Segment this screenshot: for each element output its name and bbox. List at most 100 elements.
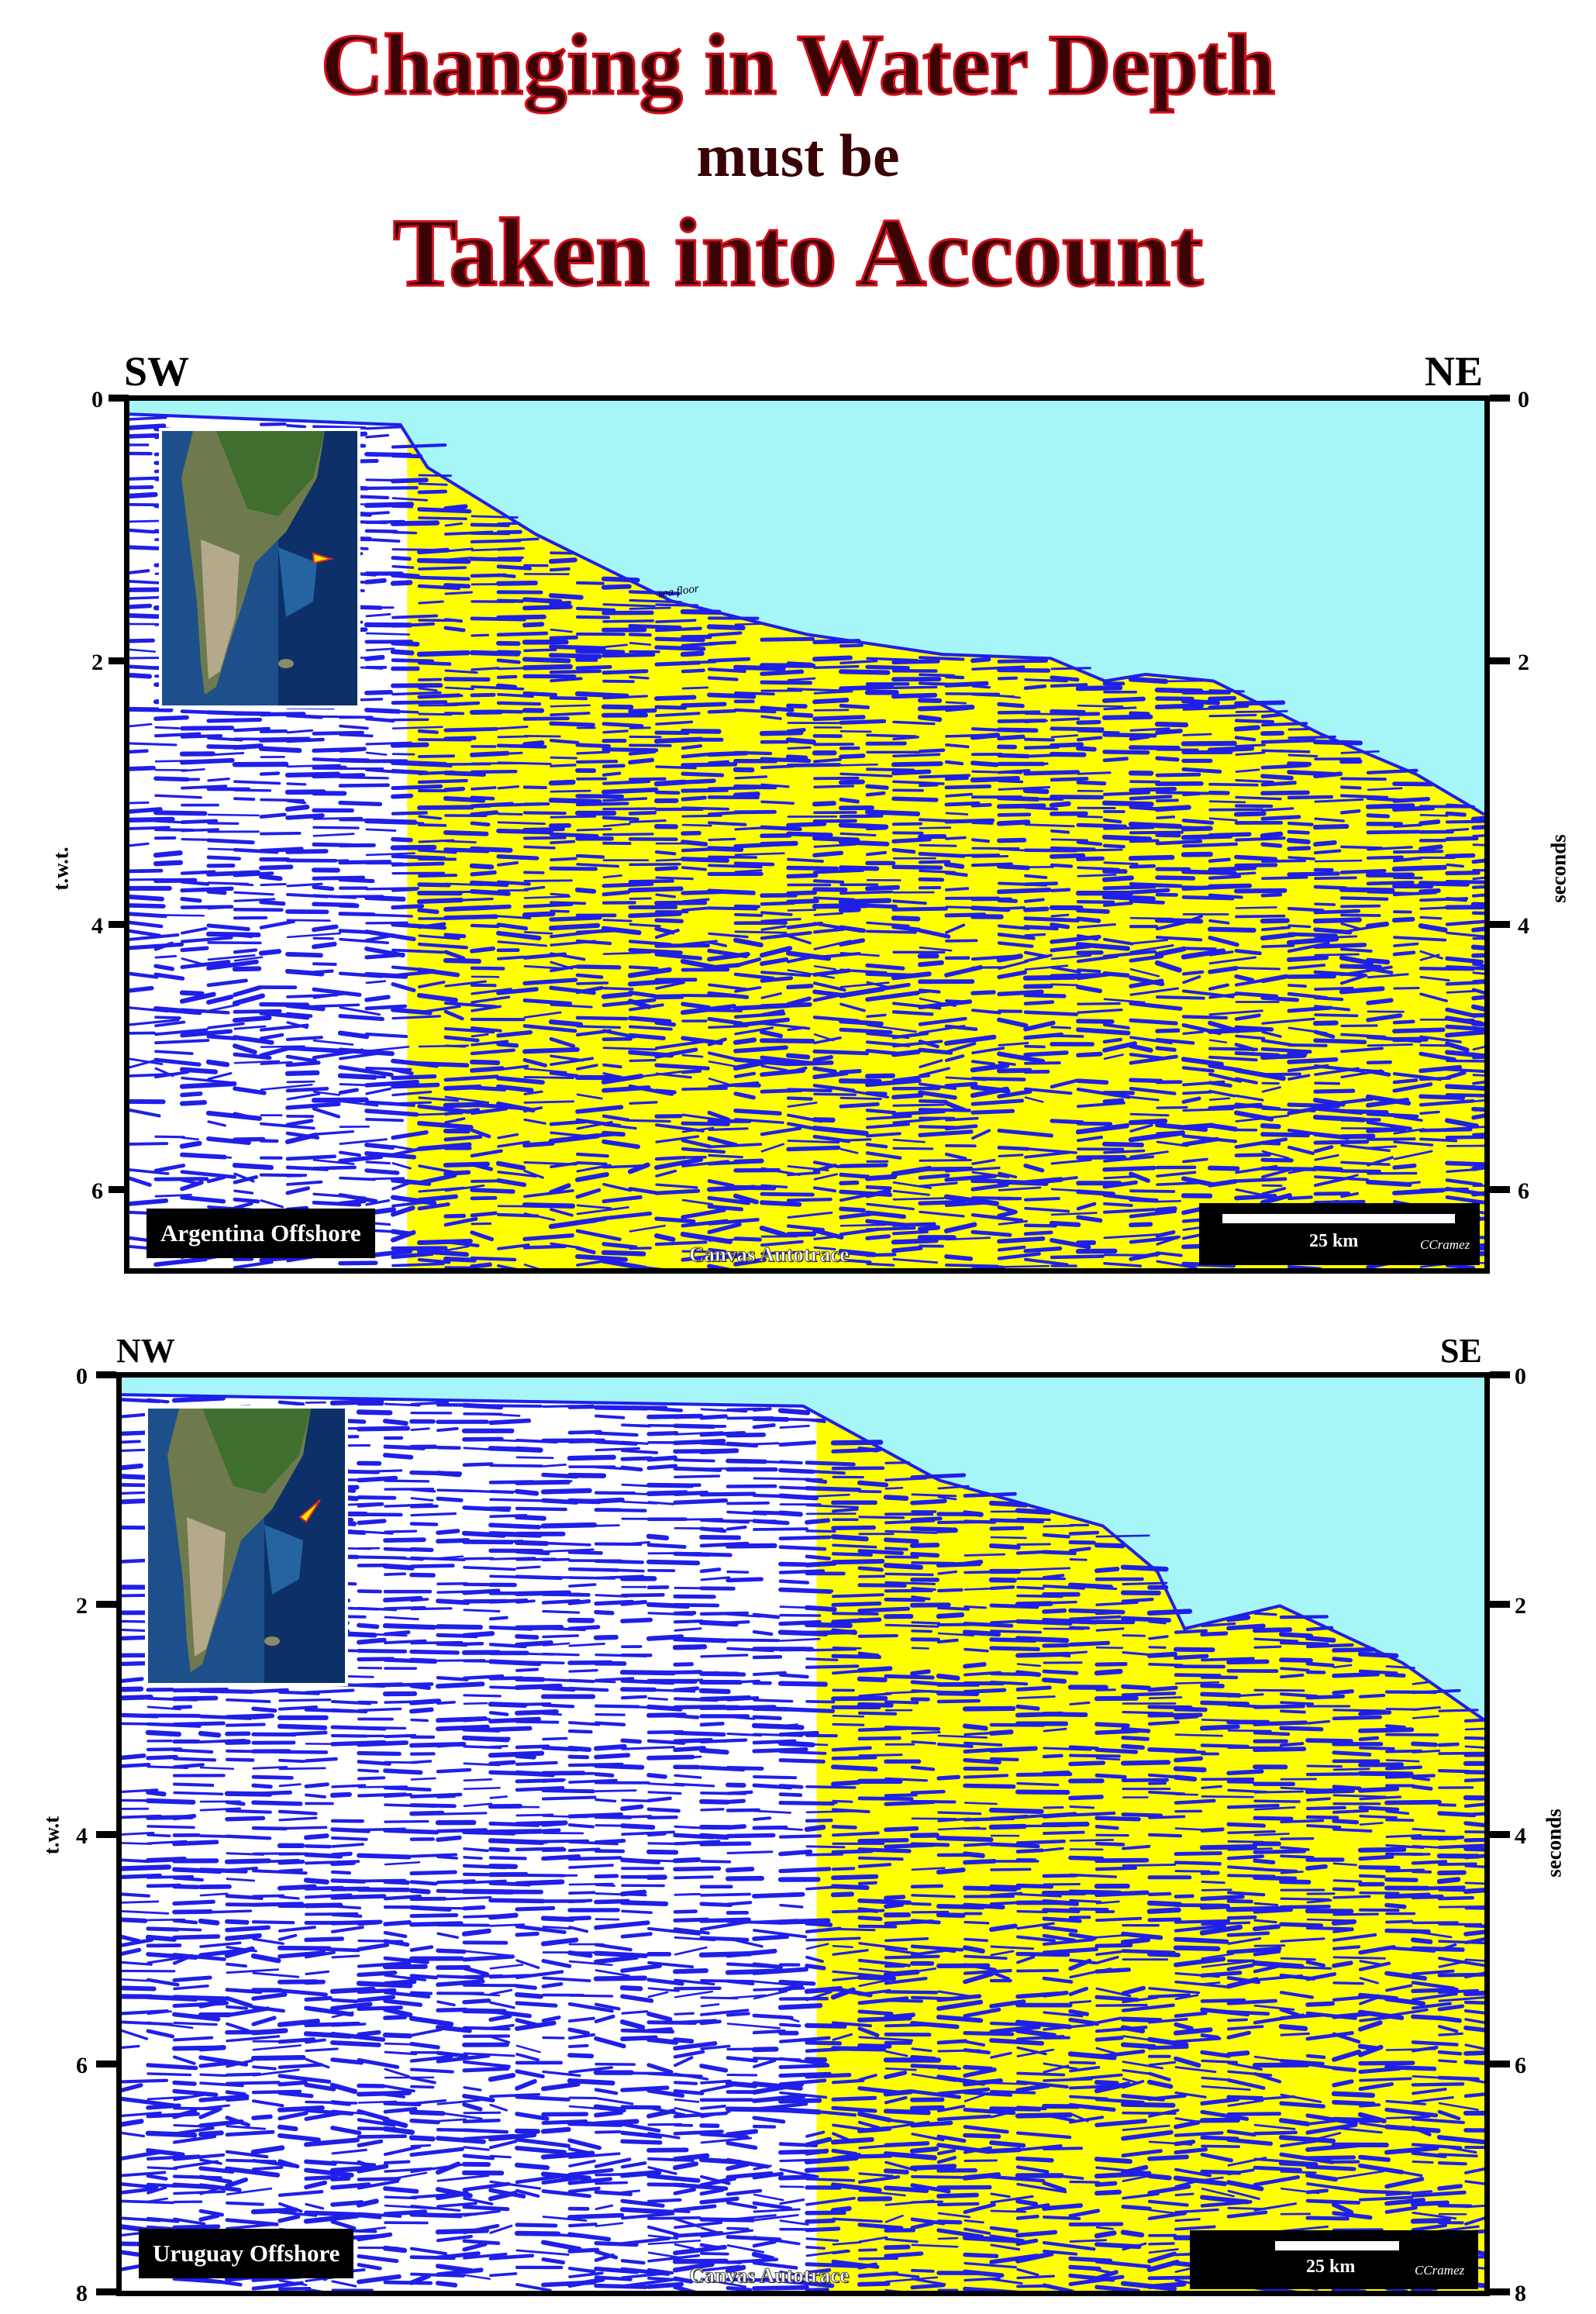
- reflector-stroke: [629, 819, 667, 823]
- reflector-stroke: [1340, 913, 1381, 917]
- reflector-stroke: [970, 990, 996, 995]
- reflector-stroke: [1077, 873, 1117, 878]
- reflector-stroke: [699, 1917, 751, 1923]
- reflector-stroke: [629, 1101, 658, 1105]
- reflector-stroke: [436, 1932, 460, 1939]
- reflector-stroke: [391, 1067, 414, 1076]
- reflector-stroke: [489, 2035, 511, 2044]
- reflector-stroke: [1234, 1013, 1261, 1021]
- reflector-stroke: [179, 1100, 208, 1106]
- reflector-stroke: [436, 2234, 474, 2243]
- reflector-stroke: [805, 1955, 824, 1963]
- reflector-stroke: [1016, 1695, 1056, 1699]
- reflector-stroke: [226, 2022, 250, 2033]
- reflector-stroke: [884, 2012, 916, 2020]
- reflector-stroke: [918, 1016, 967, 1026]
- reflector-stroke: [515, 2001, 558, 2008]
- reflector-stroke: [515, 1761, 558, 1766]
- reflector-stroke: [199, 2073, 227, 2078]
- reflector-stroke: [602, 987, 634, 991]
- reflector-stroke: [595, 1447, 640, 1452]
- reflector-stroke: [515, 2145, 567, 2155]
- reflector-stroke: [225, 2116, 250, 2127]
- reflector-stroke: [1016, 1585, 1045, 1590]
- reflector-stroke: [1418, 881, 1470, 887]
- reflector-stroke: [787, 969, 836, 979]
- reflector-stroke: [523, 1090, 543, 1095]
- reflector-stroke: [830, 2136, 874, 2145]
- reflector-stroke: [620, 2161, 647, 2169]
- reflector-stroke: [1260, 738, 1317, 744]
- reflector-stroke: [602, 787, 659, 795]
- reflector-stroke: [760, 1250, 804, 1256]
- reflector-stroke: [462, 2242, 488, 2252]
- reflector-stroke: [911, 1595, 931, 1601]
- reflector-stroke: [760, 1029, 784, 1039]
- reflector-stroke: [542, 1634, 579, 1639]
- reflector-stroke: [1050, 863, 1074, 868]
- reflector-stroke: [891, 1093, 924, 1100]
- reflector-stroke: [357, 1970, 398, 1978]
- reflector-stroke: [753, 1442, 780, 1446]
- reflector-stroke: [1103, 861, 1139, 866]
- reflector-stroke: [542, 1795, 597, 1801]
- reflector-stroke: [911, 2243, 959, 2248]
- reflector-stroke: [786, 1122, 814, 1130]
- reflector-stroke: [567, 2147, 590, 2154]
- reflector-stroke: [945, 707, 970, 712]
- reflector-stroke: [233, 1009, 282, 1014]
- reflector-stroke: [654, 1088, 677, 1095]
- reflector-stroke: [990, 2192, 1011, 2198]
- reflector-stroke: [1286, 936, 1339, 946]
- reflector-stroke: [778, 1535, 832, 1541]
- reflector-stroke: [154, 1194, 192, 1198]
- reflector-stroke: [708, 1078, 729, 1085]
- reflector-stroke: [549, 635, 578, 640]
- left-tickmark: [96, 1831, 116, 1838]
- reflector-stroke: [620, 1617, 653, 1624]
- reflector-stroke: [971, 1047, 1005, 1055]
- left-tick-0: 0: [76, 1364, 88, 1389]
- reflector-stroke: [1076, 1189, 1115, 1197]
- reflector-stroke: [1393, 986, 1420, 990]
- left-tick-2: 2: [91, 650, 103, 675]
- reflector-stroke: [469, 846, 513, 853]
- reflector-stroke: [891, 1010, 934, 1016]
- reflector-stroke: [1235, 871, 1256, 876]
- reflector-stroke: [129, 638, 155, 643]
- reflector-stroke: [277, 2018, 320, 2027]
- reflector-stroke: [435, 2161, 461, 2175]
- reflector-stroke: [1392, 797, 1431, 803]
- reflector-stroke: [574, 887, 597, 894]
- right-tickmark: [1490, 1186, 1510, 1193]
- reflector-stroke: [602, 881, 654, 888]
- reflector-stroke: [864, 1188, 891, 1198]
- reflector-stroke: [628, 1016, 672, 1024]
- reflector-stroke: [1313, 909, 1361, 915]
- reflector-stroke: [463, 1694, 502, 1698]
- reflector-stroke: [990, 2209, 1027, 2213]
- reflector-stroke: [277, 1859, 305, 1865]
- reflector-stroke: [813, 843, 857, 848]
- reflector-stroke: [673, 2188, 696, 2195]
- reflector-stroke: [1445, 836, 1479, 842]
- reflector-stroke: [919, 1181, 958, 1188]
- reflector-stroke: [1392, 781, 1434, 787]
- reflector-stroke: [278, 1767, 326, 1771]
- reflector-stroke: [646, 1455, 677, 1462]
- reflector-stroke: [329, 1860, 357, 1867]
- reflector-stroke: [198, 1918, 220, 1926]
- reflector-stroke: [259, 1046, 291, 1058]
- reflector-stroke: [971, 685, 991, 689]
- reflector-stroke: [356, 2198, 379, 2208]
- reflector-stroke: [496, 598, 525, 603]
- reflector-stroke: [331, 2280, 357, 2288]
- reflector-stroke: [1314, 1081, 1341, 1085]
- reflector-stroke: [857, 2016, 912, 2023]
- reflector-stroke: [1103, 1208, 1156, 1214]
- right-tickmark: [1490, 2288, 1510, 2295]
- reflector-stroke: [673, 1713, 700, 1719]
- reflector-stroke: [436, 2251, 481, 2260]
- reflector-stroke: [787, 909, 817, 912]
- reflector-stroke: [514, 1488, 539, 1496]
